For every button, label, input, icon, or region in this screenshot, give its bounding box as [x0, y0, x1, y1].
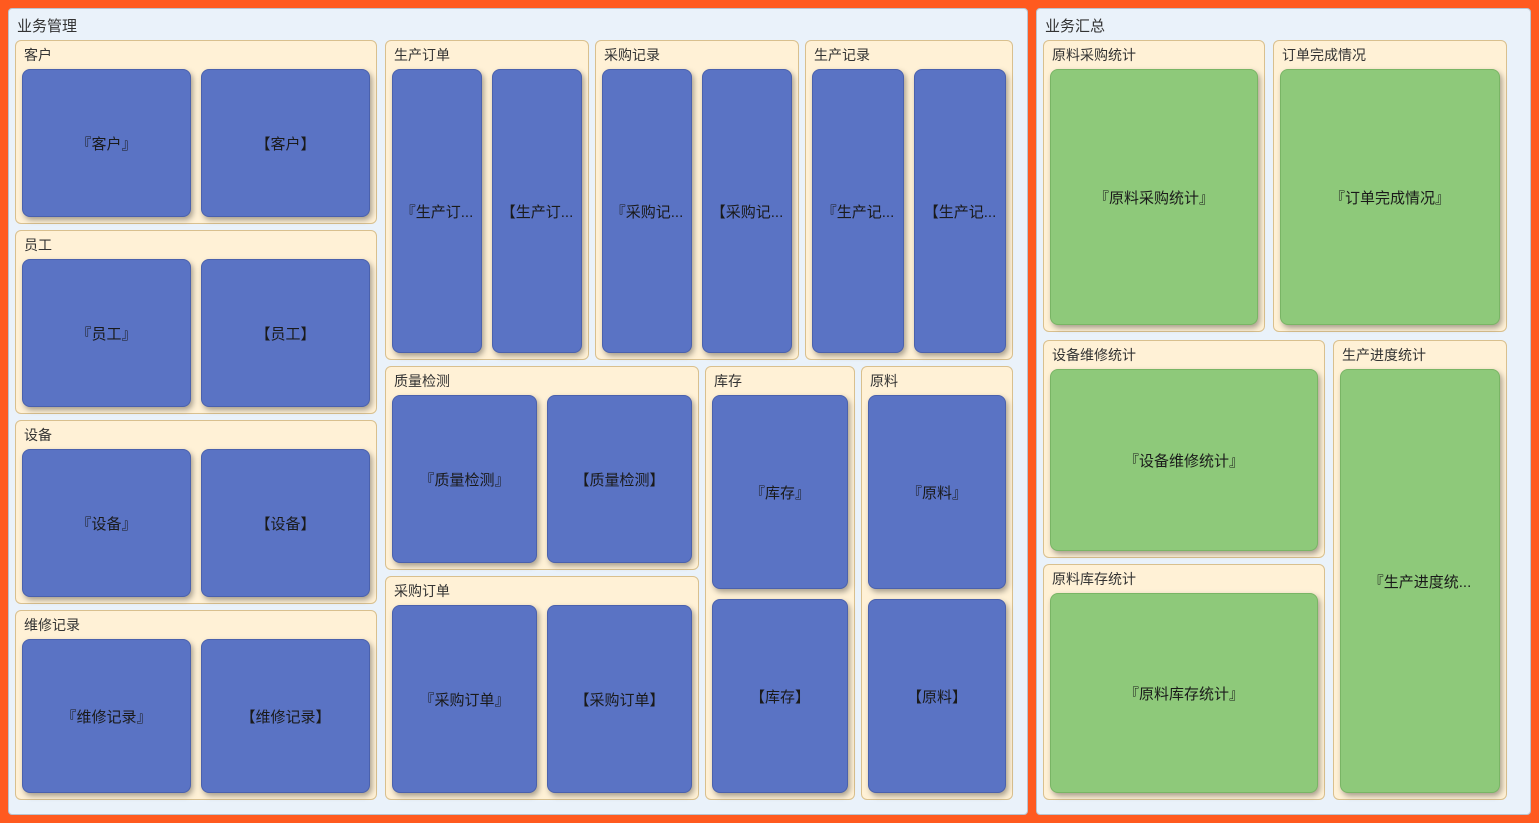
- tile-stock-0[interactable]: 『库存』: [712, 395, 848, 589]
- panel-business-summary: 业务汇总 原料采购统计『原料采购统计』订单完成情况『订单完成情况』设备维修统计『…: [1036, 8, 1531, 815]
- tile-equipment-1[interactable]: 【设备】: [201, 449, 370, 597]
- tile-prodorder-1[interactable]: 【生产订...: [492, 69, 582, 353]
- group-title-prodrec: 生产记录: [812, 45, 1006, 69]
- panel-title-right: 业务汇总: [1043, 13, 1524, 40]
- group-title-matstock: 原料库存统计: [1050, 569, 1318, 593]
- group-ordercomp: 订单完成情况『订单完成情况』: [1273, 40, 1507, 332]
- tile-customer-1[interactable]: 【客户】: [201, 69, 370, 217]
- tile-purchaseord-0[interactable]: 『采购订单』: [392, 605, 537, 793]
- panel-title-left: 业务管理: [15, 13, 1021, 40]
- tile-equipment-0[interactable]: 『设备』: [22, 449, 191, 597]
- tile-matpurch-0[interactable]: 『原料采购统计』: [1050, 69, 1258, 325]
- tile-employee-0[interactable]: 『员工』: [22, 259, 191, 407]
- panel-business-mgmt: 业务管理 客户『客户』【客户】员工『员工』【员工】设备『设备』【设备】维修记录『…: [8, 8, 1028, 815]
- group-repair: 维修记录『维修记录』【维修记录】: [15, 610, 377, 800]
- group-title-prodorder: 生产订单: [392, 45, 582, 69]
- group-prodprog: 生产进度统计『生产进度统...: [1333, 340, 1507, 800]
- group-body-purchaserec: 『采购记...【采购记...: [602, 69, 792, 353]
- group-title-ordercomp: 订单完成情况: [1280, 45, 1500, 69]
- panel-body-right: 原料采购统计『原料采购统计』订单完成情况『订单完成情况』设备维修统计『设备维修统…: [1043, 40, 1524, 808]
- group-title-purchaserec: 采购记录: [602, 45, 792, 69]
- tile-ordercomp-0[interactable]: 『订单完成情况』: [1280, 69, 1500, 325]
- group-title-prodprog: 生产进度统计: [1340, 345, 1500, 369]
- group-body-matstock: 『原料库存统计』: [1050, 593, 1318, 793]
- group-quality: 质量检测『质量检测』【质量检测】: [385, 366, 699, 570]
- tile-purchaseord-1[interactable]: 【采购订单】: [547, 605, 692, 793]
- group-matstock: 原料库存统计『原料库存统计』: [1043, 564, 1325, 800]
- group-title-quality: 质量检测: [392, 371, 692, 395]
- tile-material-1[interactable]: 【原料】: [868, 599, 1006, 793]
- group-matpurch: 原料采购统计『原料采购统计』: [1043, 40, 1265, 332]
- group-equiprep: 设备维修统计『设备维修统计』: [1043, 340, 1325, 558]
- tile-customer-0[interactable]: 『客户』: [22, 69, 191, 217]
- group-title-stock: 库存: [712, 371, 848, 395]
- panel-body-left: 客户『客户』【客户】员工『员工』【员工】设备『设备』【设备】维修记录『维修记录』…: [15, 40, 1021, 808]
- group-body-purchaseord: 『采购订单』【采购订单】: [392, 605, 692, 793]
- group-body-matpurch: 『原料采购统计』: [1050, 69, 1258, 325]
- tile-stock-1[interactable]: 【库存】: [712, 599, 848, 793]
- group-body-stock: 『库存』【库存】: [712, 395, 848, 793]
- group-prodrec: 生产记录『生产记...【生产记...: [805, 40, 1013, 360]
- group-body-customer: 『客户』【客户】: [22, 69, 370, 217]
- tile-equiprep-0[interactable]: 『设备维修统计』: [1050, 369, 1318, 551]
- tile-repair-0[interactable]: 『维修记录』: [22, 639, 191, 793]
- group-purchaserec: 采购记录『采购记...【采购记...: [595, 40, 799, 360]
- group-stock: 库存『库存』【库存】: [705, 366, 855, 800]
- group-body-quality: 『质量检测』【质量检测】: [392, 395, 692, 563]
- group-title-material: 原料: [868, 371, 1006, 395]
- group-body-equipment: 『设备』【设备】: [22, 449, 370, 597]
- tile-repair-1[interactable]: 【维修记录】: [201, 639, 370, 793]
- group-body-prodorder: 『生产订...【生产订...: [392, 69, 582, 353]
- group-body-employee: 『员工』【员工】: [22, 259, 370, 407]
- tile-material-0[interactable]: 『原料』: [868, 395, 1006, 589]
- group-employee: 员工『员工』【员工】: [15, 230, 377, 414]
- group-material: 原料『原料』【原料】: [861, 366, 1013, 800]
- group-body-repair: 『维修记录』【维修记录】: [22, 639, 370, 793]
- group-purchaseord: 采购订单『采购订单』【采购订单】: [385, 576, 699, 800]
- group-body-prodrec: 『生产记...【生产记...: [812, 69, 1006, 353]
- group-title-equiprep: 设备维修统计: [1050, 345, 1318, 369]
- group-body-prodprog: 『生产进度统...: [1340, 369, 1500, 793]
- group-customer: 客户『客户』【客户】: [15, 40, 377, 224]
- group-title-employee: 员工: [22, 235, 370, 259]
- tile-employee-1[interactable]: 【员工】: [201, 259, 370, 407]
- tile-purchaserec-1[interactable]: 【采购记...: [702, 69, 792, 353]
- group-equipment: 设备『设备』【设备】: [15, 420, 377, 604]
- tile-prodrec-1[interactable]: 【生产记...: [914, 69, 1006, 353]
- tile-matstock-0[interactable]: 『原料库存统计』: [1050, 593, 1318, 793]
- tile-quality-1[interactable]: 【质量检测】: [547, 395, 692, 563]
- group-title-repair: 维修记录: [22, 615, 370, 639]
- tile-prodrec-0[interactable]: 『生产记...: [812, 69, 904, 353]
- group-title-equipment: 设备: [22, 425, 370, 449]
- group-title-purchaseord: 采购订单: [392, 581, 692, 605]
- group-body-ordercomp: 『订单完成情况』: [1280, 69, 1500, 325]
- group-body-equiprep: 『设备维修统计』: [1050, 369, 1318, 551]
- group-prodorder: 生产订单『生产订...【生产订...: [385, 40, 589, 360]
- tile-prodprog-0[interactable]: 『生产进度统...: [1340, 369, 1500, 793]
- root-layout: 业务管理 客户『客户』【客户】员工『员工』【员工】设备『设备』【设备】维修记录『…: [8, 8, 1531, 815]
- tile-purchaserec-0[interactable]: 『采购记...: [602, 69, 692, 353]
- tile-prodorder-0[interactable]: 『生产订...: [392, 69, 482, 353]
- group-body-material: 『原料』【原料】: [868, 395, 1006, 793]
- group-title-matpurch: 原料采购统计: [1050, 45, 1258, 69]
- tile-quality-0[interactable]: 『质量检测』: [392, 395, 537, 563]
- group-title-customer: 客户: [22, 45, 370, 69]
